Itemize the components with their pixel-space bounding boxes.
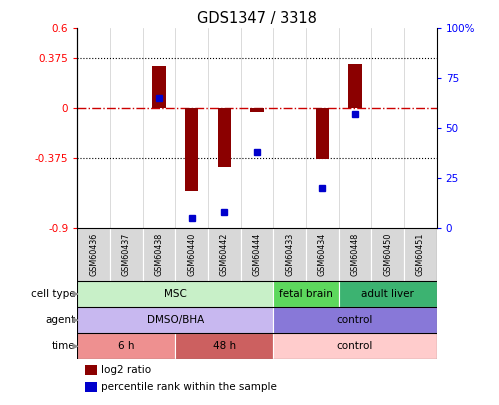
Text: DMSO/BHA: DMSO/BHA (147, 315, 204, 325)
Text: GSM60448: GSM60448 (350, 233, 359, 276)
Bar (339, 228, 371, 281)
Text: GSM60442: GSM60442 (220, 233, 229, 276)
Text: 48 h: 48 h (213, 341, 236, 352)
Text: cell type: cell type (31, 289, 76, 299)
Text: MSC: MSC (164, 289, 187, 299)
Bar (218, 108, 231, 167)
Bar (371, 228, 404, 281)
Bar (84, 365, 97, 375)
Bar (143, 228, 175, 281)
Text: GSM60433: GSM60433 (285, 233, 294, 276)
Text: GSM60436: GSM60436 (89, 233, 98, 276)
Bar (110, 228, 143, 281)
Text: time: time (52, 341, 76, 352)
Text: GSM60440: GSM60440 (187, 233, 196, 276)
Text: control: control (337, 315, 373, 325)
Text: adult liver: adult liver (361, 289, 414, 299)
Bar (77, 307, 273, 333)
Text: GSM60444: GSM60444 (252, 233, 261, 276)
Text: GSM60437: GSM60437 (122, 233, 131, 276)
Bar (77, 281, 273, 307)
Bar (273, 307, 437, 333)
Title: GDS1347 / 3318: GDS1347 / 3318 (197, 11, 317, 26)
Bar (208, 228, 241, 281)
Text: log2 ratio: log2 ratio (101, 365, 151, 375)
Bar (175, 228, 208, 281)
Text: 6 h: 6 h (118, 341, 135, 352)
Text: GSM60434: GSM60434 (318, 233, 327, 276)
Bar (250, 108, 263, 112)
Text: GSM60450: GSM60450 (383, 233, 392, 276)
Bar (77, 228, 110, 281)
Bar (77, 333, 175, 360)
Text: control: control (337, 341, 373, 352)
Text: GSM60451: GSM60451 (416, 233, 425, 276)
Text: fetal brain: fetal brain (279, 289, 333, 299)
Bar (175, 333, 273, 360)
Bar (306, 228, 339, 281)
Bar (273, 281, 339, 307)
Bar (348, 64, 361, 108)
Bar (339, 281, 437, 307)
Bar (185, 108, 198, 191)
Text: GSM60438: GSM60438 (155, 233, 164, 276)
Bar (404, 228, 437, 281)
Text: percentile rank within the sample: percentile rank within the sample (101, 382, 276, 392)
Bar (241, 228, 273, 281)
Text: agent: agent (45, 315, 76, 325)
Bar (273, 228, 306, 281)
Bar (84, 382, 97, 392)
Bar (316, 108, 329, 159)
Bar (153, 66, 166, 108)
Bar (273, 333, 437, 360)
